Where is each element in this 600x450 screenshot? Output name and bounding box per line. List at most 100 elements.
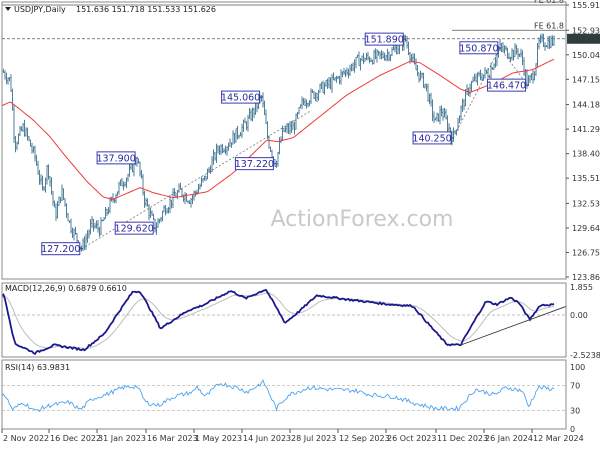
x-tick-label: 16 Mar 2023 xyxy=(147,434,198,443)
price-bar xyxy=(341,71,344,78)
price-bar xyxy=(188,200,191,204)
price-bar xyxy=(302,97,305,106)
price-bar xyxy=(287,123,290,134)
price-bar xyxy=(202,178,204,183)
price-bar xyxy=(373,49,375,65)
price-bar xyxy=(317,89,320,101)
main-panel-frame xyxy=(1,1,567,280)
x-tick-label: 26 Oct 2023 xyxy=(387,434,436,443)
price-annotation: 140.250 xyxy=(412,131,455,145)
price-bar xyxy=(313,91,315,100)
annotation-box xyxy=(487,78,527,92)
price-bar xyxy=(58,196,60,206)
price-bar xyxy=(40,174,42,185)
x-tick-label: 31 Jan 2023 xyxy=(98,434,146,443)
annotation-label: 140.250 xyxy=(412,133,451,144)
price-bar xyxy=(334,77,336,82)
price-bar xyxy=(325,79,327,87)
price-bar xyxy=(514,43,516,58)
rsi-panel xyxy=(1,379,566,413)
price-bar xyxy=(331,73,333,93)
price-bar xyxy=(413,53,416,65)
price-bar xyxy=(407,41,410,56)
annotation-label: 151.890 xyxy=(365,35,404,46)
price-bar xyxy=(220,144,222,155)
macd-title: MACD(12,26,9) 0.6879 0.6610 xyxy=(5,284,127,293)
price-bar xyxy=(523,57,525,76)
price-bar xyxy=(92,218,95,232)
price-bar xyxy=(7,77,9,85)
price-bar xyxy=(235,128,237,143)
price-bar xyxy=(289,121,291,135)
price-bar xyxy=(367,51,369,61)
price-bar xyxy=(425,83,428,92)
price-bar xyxy=(529,74,531,84)
y-tick-label: 144.180 xyxy=(572,101,600,110)
price-bar xyxy=(502,42,504,52)
price-bar xyxy=(304,98,306,107)
price-bar xyxy=(38,170,41,185)
price-bar xyxy=(55,203,57,221)
price-bar xyxy=(280,136,282,143)
price-bar xyxy=(421,72,423,79)
price-bar xyxy=(553,35,555,46)
price-bar xyxy=(20,126,23,132)
price-bar xyxy=(238,134,240,139)
price-bar xyxy=(17,133,20,145)
price-bar xyxy=(374,48,377,60)
price-bar xyxy=(322,80,324,94)
annotation-label: 137.220 xyxy=(235,159,274,170)
price-bar xyxy=(422,72,425,88)
price-annotation: 127.200 xyxy=(41,242,83,256)
price-bar xyxy=(439,105,441,125)
price-bar xyxy=(346,67,348,76)
price-bar xyxy=(298,107,300,115)
macd-y-tick-label: 1.855 xyxy=(570,283,593,292)
price-bar xyxy=(547,36,549,49)
annotation-label: 137.900 xyxy=(96,153,135,164)
price-bar xyxy=(103,216,105,222)
rsi-y-tick-label: 30 xyxy=(570,406,580,415)
price-bar xyxy=(371,59,374,65)
price-bar xyxy=(236,125,239,140)
price-bar xyxy=(536,43,539,67)
price-bar xyxy=(460,105,462,121)
price-bar xyxy=(385,54,387,62)
price-bar xyxy=(476,72,479,86)
price-bar xyxy=(482,74,485,81)
price-bar xyxy=(41,175,44,191)
price-bar xyxy=(428,93,431,105)
collapse-triangle-icon[interactable] xyxy=(5,7,11,11)
price-bar xyxy=(205,175,207,182)
symbol-label: USDJPY,Daily xyxy=(14,5,66,14)
y-tick-label: 150.045 xyxy=(572,51,600,60)
price-bar xyxy=(397,45,399,55)
price-bar xyxy=(319,83,321,93)
price-bar xyxy=(31,142,33,154)
price-bar xyxy=(535,63,537,76)
price-bar xyxy=(193,190,195,201)
rsi-y-tick-label: 70 xyxy=(570,382,580,391)
price-bar xyxy=(173,188,176,197)
price-bar xyxy=(472,76,474,83)
price-annotation: 137.900 xyxy=(96,151,139,165)
price-bar xyxy=(218,145,221,155)
price-bar xyxy=(4,70,6,80)
price-bar xyxy=(212,149,215,165)
price-bar xyxy=(8,77,11,82)
price-bar xyxy=(505,45,507,51)
price-bar xyxy=(107,207,110,215)
price-bar xyxy=(262,92,264,108)
price-bar xyxy=(391,47,393,57)
price-annotation: 137.220 xyxy=(235,157,277,171)
price-bar xyxy=(244,117,246,124)
price-bar xyxy=(493,63,495,70)
price-bar xyxy=(311,89,314,94)
price-bar xyxy=(368,56,371,64)
price-bar xyxy=(263,100,266,116)
price-bar xyxy=(404,35,407,42)
price-bar xyxy=(332,72,335,81)
price-bar xyxy=(47,164,50,180)
price-bar xyxy=(224,145,227,155)
price-bar xyxy=(355,56,357,69)
